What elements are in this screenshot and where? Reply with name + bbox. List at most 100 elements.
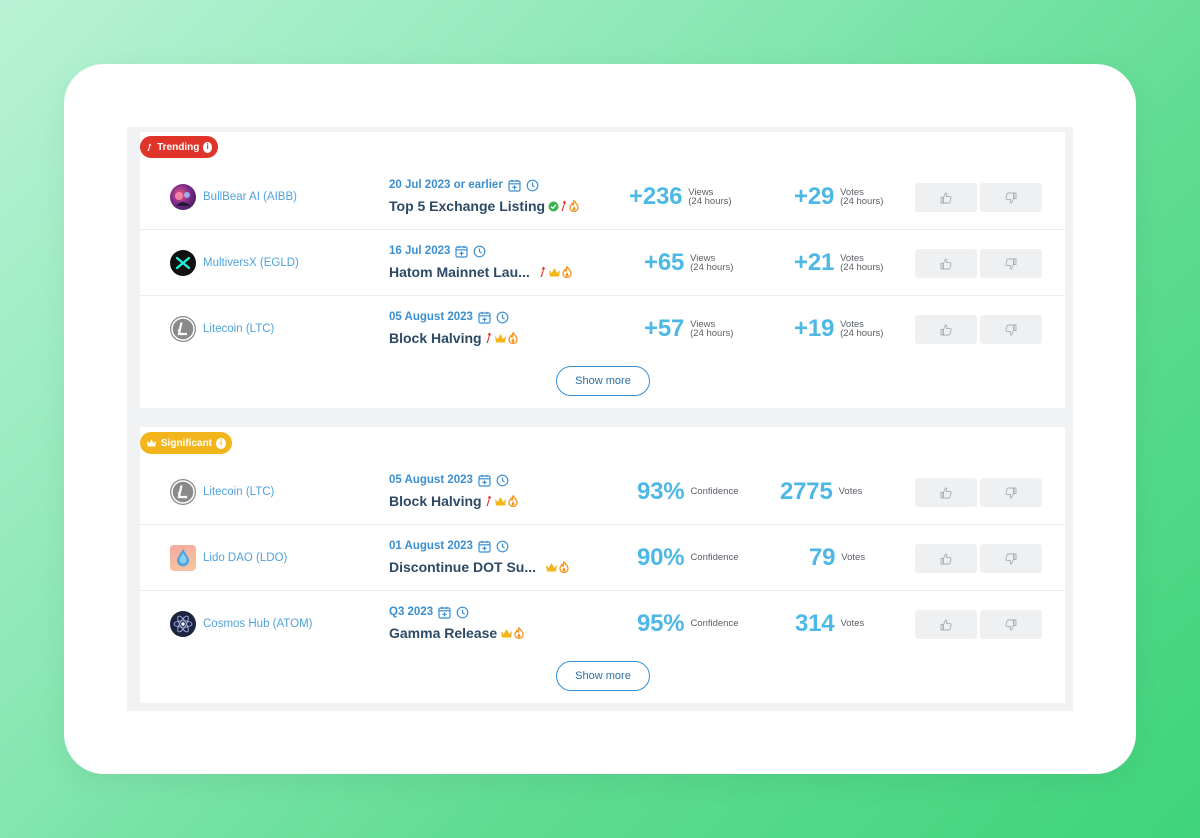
thumbs-up-icon xyxy=(940,619,952,630)
significant-badge[interactable]: Significant i xyxy=(140,432,232,454)
upvote-button[interactable] xyxy=(915,610,977,639)
votes-label: Votes (24 hours) xyxy=(840,252,884,273)
crown-icon xyxy=(501,628,513,637)
downvote-button[interactable] xyxy=(980,478,1042,507)
clock-icon[interactable] xyxy=(456,606,469,619)
coin-logo-ldo xyxy=(170,545,196,571)
calendar-plus-icon[interactable] xyxy=(478,311,491,324)
coin-link[interactable]: Lido DAO (LDO) xyxy=(170,545,287,571)
views-count: +236 xyxy=(629,183,683,210)
event-date-text: 05 August 2023 xyxy=(389,311,473,323)
event-title[interactable]: Hatom Mainnet Lau... xyxy=(389,264,572,280)
votes-stat: +29 Votes (24 hours) xyxy=(794,183,883,211)
event-info: 16 Jul 2023 Hatom Mainnet Lau... xyxy=(389,243,572,280)
clock-icon[interactable] xyxy=(496,474,509,487)
votes-count: 314 xyxy=(795,610,835,637)
views-label: Views (24 hours) xyxy=(688,187,731,207)
coin-logo-egld xyxy=(170,250,196,276)
votes-label-period: (24 hours) xyxy=(840,262,884,273)
fire-icon xyxy=(507,332,518,344)
votes-label: Votes xyxy=(838,486,863,498)
calendar-plus-icon[interactable] xyxy=(508,179,521,192)
info-icon[interactable]: i xyxy=(203,141,212,153)
votes-label-title: Votes xyxy=(840,252,864,264)
clock-icon[interactable] xyxy=(473,245,486,258)
coin-link[interactable]: MultiversX (EGLD) xyxy=(170,250,299,276)
votes-label-title: Votes xyxy=(840,318,864,330)
downvote-button[interactable] xyxy=(980,183,1042,212)
calendar-plus-icon[interactable] xyxy=(478,474,491,487)
coin-name: BullBear AI (AIBB) xyxy=(203,191,297,203)
votes-count: +29 xyxy=(794,183,835,210)
coin-logo-ltc xyxy=(170,316,196,342)
event-date-text: 01 August 2023 xyxy=(389,540,473,552)
votes-count: +21 xyxy=(794,249,835,276)
clock-icon[interactable] xyxy=(526,179,539,192)
arrow-up-icon xyxy=(147,143,152,151)
thumbs-down-icon xyxy=(1005,258,1017,269)
coin-name: Litecoin (LTC) xyxy=(203,323,275,335)
downvote-button[interactable] xyxy=(980,315,1042,344)
votes-count: 79 xyxy=(809,544,836,571)
votes-stat: 2775 Votes xyxy=(780,478,862,506)
votes-label-period: (24 hours) xyxy=(840,328,884,339)
thumbs-down-icon xyxy=(1005,324,1017,335)
calendar-plus-icon[interactable] xyxy=(455,245,468,258)
coin-link[interactable]: Litecoin (LTC) xyxy=(170,479,274,505)
upvote-button[interactable] xyxy=(915,478,977,507)
event-title[interactable]: Block Halving xyxy=(389,493,518,509)
confidence-value: 93% xyxy=(637,478,685,505)
coin-link[interactable]: BullBear AI (AIBB) xyxy=(170,184,297,210)
confidence-value: 95% xyxy=(637,610,685,637)
views-label-period: (24 hours) xyxy=(690,262,734,273)
table-row: Litecoin (LTC) 05 August 2023 Block Halv… xyxy=(140,459,1065,525)
upvote-button[interactable] xyxy=(915,183,977,212)
event-title[interactable]: Block Halving xyxy=(389,330,518,346)
clock-icon[interactable] xyxy=(496,540,509,553)
event-date: Q3 2023 xyxy=(389,604,524,620)
event-date: 16 Jul 2023 xyxy=(389,243,572,259)
views-stat: +236 Views (24 hours) xyxy=(629,183,732,211)
votes-label: Votes xyxy=(840,618,865,630)
event-date: 05 August 2023 xyxy=(389,472,518,488)
downvote-button[interactable] xyxy=(980,249,1042,278)
arrow-up-icon xyxy=(486,495,492,506)
event-date: 05 August 2023 xyxy=(389,309,518,325)
trending-badge[interactable]: Trending i xyxy=(140,136,218,158)
upvote-button[interactable] xyxy=(915,249,977,278)
table-row: BullBear AI (AIBB) 20 Jul 2023 or earlie… xyxy=(140,164,1065,230)
calendar-plus-icon[interactable] xyxy=(478,540,491,553)
event-info: Q3 2023 Gamma Release xyxy=(389,604,524,641)
event-date-text: 16 Jul 2023 xyxy=(389,245,451,257)
fire-icon xyxy=(562,266,572,278)
thumbs-down-icon xyxy=(1005,487,1017,498)
coin-logo-atom xyxy=(170,611,196,637)
thumbs-up-icon xyxy=(940,258,952,269)
votes-stat: 79 Votes xyxy=(809,544,865,572)
show-more-button[interactable]: Show more xyxy=(556,366,650,396)
thumbs-up-icon xyxy=(940,553,952,564)
votes-stat: +21 Votes (24 hours) xyxy=(794,249,883,277)
upvote-button[interactable] xyxy=(915,544,977,573)
event-title[interactable]: Gamma Release xyxy=(389,625,524,641)
arrow-up-icon xyxy=(486,332,492,343)
fire-icon xyxy=(514,627,524,639)
downvote-button[interactable] xyxy=(980,610,1042,639)
coin-link[interactable]: Litecoin (LTC) xyxy=(170,316,274,342)
event-title[interactable]: Discontinue DOT Su... xyxy=(389,559,569,575)
show-more-button[interactable]: Show more xyxy=(556,661,650,691)
downvote-button[interactable] xyxy=(980,544,1042,573)
event-title[interactable]: Top 5 Exchange Listing xyxy=(389,198,579,214)
votes-stat: +19 Votes (24 hours) xyxy=(794,315,883,343)
upvote-button[interactable] xyxy=(915,315,977,344)
confidence-label: Confidence xyxy=(690,486,739,498)
info-icon[interactable]: i xyxy=(216,437,226,449)
calendar-plus-icon[interactable] xyxy=(438,606,451,619)
coin-link[interactable]: Cosmos Hub (ATOM) xyxy=(170,611,312,637)
event-tags xyxy=(500,627,524,639)
significant-badge-label: Significant xyxy=(160,437,213,449)
votes-label: Votes (24 hours) xyxy=(840,187,883,207)
coin-name: Litecoin (LTC) xyxy=(203,486,275,498)
thumbs-down-icon xyxy=(1005,553,1017,564)
clock-icon[interactable] xyxy=(496,311,509,324)
